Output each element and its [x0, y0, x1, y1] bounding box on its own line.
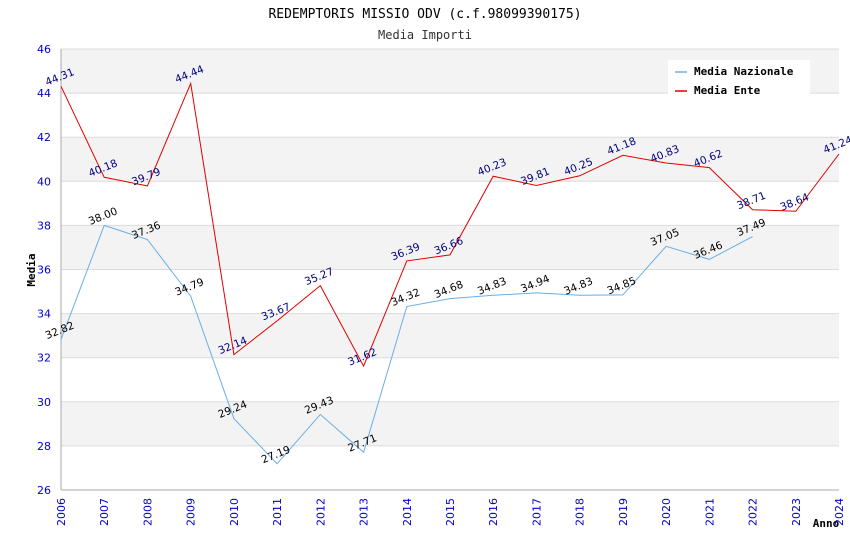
data-label-nazionale: 34.83: [562, 275, 594, 297]
x-tick-label: 2010: [228, 498, 241, 526]
chart-title: REDEMPTORIS MISSIO ODV (c.f.98099390175): [268, 7, 581, 22]
grid-band: [61, 401, 839, 446]
x-tick-label: 2019: [617, 498, 630, 526]
y-tick-label: 40: [37, 175, 51, 188]
x-tick-label: 2014: [401, 498, 414, 526]
y-tick-label: 32: [37, 352, 51, 365]
x-tick-label: 2006: [55, 498, 68, 526]
x-tick-label: 2012: [314, 498, 327, 526]
data-label-ente: 38.64: [778, 191, 811, 214]
x-tick-label: 2017: [530, 498, 543, 526]
data-label-nazionale: 34.94: [519, 273, 552, 296]
legend-label-nazionale: Media Nazionale: [694, 65, 794, 78]
x-tick-label: 2023: [790, 498, 803, 526]
x-tick-label: 2024: [833, 498, 846, 526]
x-tick-label: 2007: [98, 498, 111, 526]
series-lines: [60, 81, 840, 465]
x-axis-label: Anno: [813, 517, 840, 530]
series-line-ente: [60, 81, 840, 368]
axes: [60, 49, 839, 491]
x-tick-label: 2008: [141, 498, 154, 526]
legend: Media Nazionale Media Ente: [668, 60, 810, 98]
chart-subtitle: Media Importi: [378, 28, 472, 42]
y-tick-label: 46: [37, 43, 51, 56]
data-label-nazionale: 34.32: [389, 287, 421, 309]
x-tick-label: 2011: [271, 498, 284, 526]
y-tick-label: 38: [37, 219, 51, 232]
y-tick-label: 28: [37, 440, 51, 453]
grid-band: [61, 137, 839, 182]
x-tick-label: 2021: [703, 498, 716, 526]
x-tick-label: 2013: [358, 498, 371, 526]
x-tick-label: 2009: [185, 498, 198, 526]
x-tick-labels: 2006 2007 2008 2009 2010 2011 2012 2013 2014 2015…: [55, 498, 846, 526]
grid-lines: [61, 48, 839, 491]
y-tick-labels: 26 28 30 32 34 36 38 40 42 44 46: [37, 43, 51, 497]
x-tick-label: 2020: [660, 498, 673, 526]
y-tick-label: 42: [37, 131, 51, 144]
series-line-nazionale: [60, 224, 753, 465]
y-axis-label: Media: [25, 253, 38, 286]
data-label-nazionale: 34.85: [606, 275, 638, 297]
y-tick-label: 26: [37, 484, 51, 497]
x-tick-label: 2016: [487, 498, 500, 526]
data-label-nazionale: 38.00: [87, 205, 119, 227]
x-tick-label: 2015: [444, 498, 457, 526]
grid-band: [61, 225, 839, 270]
y-tick-label: 44: [37, 87, 51, 100]
legend-label-ente: Media Ente: [694, 84, 761, 97]
y-tick-label: 34: [37, 308, 51, 321]
legend-box: [668, 60, 810, 98]
grid-band: [61, 313, 839, 358]
x-tick-label: 2022: [747, 498, 760, 526]
x-tick-label: 2018: [574, 498, 587, 526]
y-tick-label: 30: [37, 396, 51, 409]
y-tick-label: 36: [37, 264, 51, 277]
